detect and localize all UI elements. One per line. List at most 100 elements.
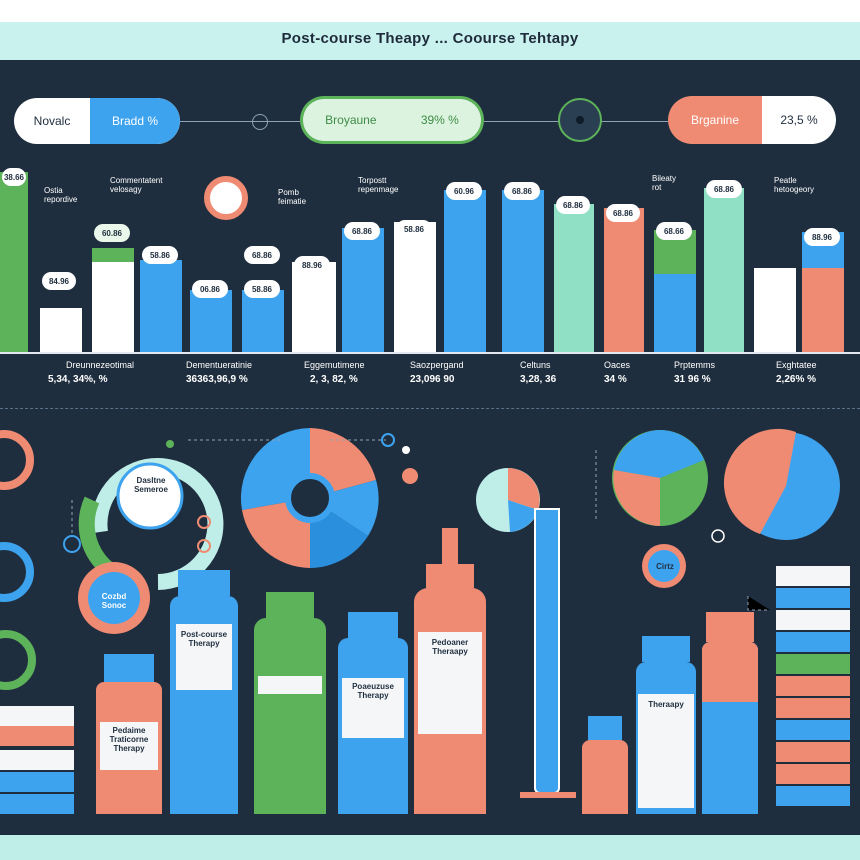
bottle-label: Post-course Therapy [176,624,232,690]
stat-name: Celtuns [520,360,551,370]
stat-name: Prptemms [674,360,716,370]
stat-value: 34 % [604,374,627,385]
stat-value: 23,096 90 [410,374,455,385]
bar [92,248,134,352]
bar-value-tag: 68.66 [656,222,692,240]
pill-right-value: Bradd % [90,98,180,144]
bottle: Theraapy [636,636,696,814]
bar [554,204,594,352]
bar [654,230,696,352]
pill-right-value: 39% % [420,113,459,127]
stat-name: Dementueratinie [186,360,253,370]
bottle-label: Pedaime Traticorne Therapy [100,722,158,770]
pill-left-label: Novalc [33,114,71,128]
bar [342,228,384,352]
bar-value-tag: 60.96 [446,182,482,200]
bar-caption: Pomb feimatie [278,188,307,206]
bar-caption: Peatle hetoogeory [774,176,815,194]
bar-value-tag: 58.86 [142,246,178,264]
bar-value-tag: 06.86 [192,280,228,298]
ring-icon [0,630,36,690]
pill-left-label: Brganine [668,96,762,144]
target-node-icon [558,98,602,142]
bar-caption: Ostia repordive [44,186,78,204]
bar [140,260,182,352]
bottle: Pedoaner Theraapy [414,528,486,814]
bar [704,188,744,352]
bar-chart [0,160,860,352]
stacked-boxes [776,566,850,814]
bar-value-tag: 38.66 [2,168,26,186]
bottle-label: Poaeuzuse Therapy [342,678,404,738]
bar-value-tag: 68.86 [504,182,540,200]
lower-graphics [0,428,840,690]
pill-broyaune[interactable]: Broyaune 39% % [300,96,484,144]
stat-value: 31 96 % [674,374,711,385]
bar [802,232,844,352]
bar [40,308,82,352]
bar-value-tag: 68.86 [706,180,742,198]
bottle: Poaeuzuse Therapy [338,612,408,814]
bar-value-tag: 88.96 [294,256,330,274]
bar-caption: Bileaty rot [652,174,677,192]
chart-baseline [0,352,860,354]
bar-value-tag: 68.86 [606,204,640,222]
bottle [702,612,758,814]
bottle [254,592,326,814]
circle-badge-label: Cirtz [656,562,674,571]
stacked-boxes [0,706,74,814]
header-band [0,22,860,62]
bottle-label: Pedoaner Theraapy [418,632,482,734]
pill-brganine[interactable]: Brganine 23,5 % [668,96,836,144]
page-title: Post-course Theapy ... Coourse Tehtapy [281,30,579,47]
bar [394,222,436,352]
bar-caption: Commentatent velosagy [110,176,163,194]
bar [754,268,796,352]
section-divider [0,408,860,409]
bar [444,190,486,352]
arrow-node-icon [252,114,268,130]
bottle-label: Theraapy [638,694,694,808]
pill-novalc[interactable]: Novalc Bradd % [14,98,180,144]
bar-value-tag: 68.86 [244,246,280,264]
pill-left-label: Broyaune [325,113,377,127]
ring-icon [0,430,34,490]
bottle: Pedaime Traticorne Therapy [96,654,162,814]
gauge-center [116,462,184,530]
stat-name: Exghtatee [776,360,817,370]
test-tube [520,508,576,804]
bar-value-tag: 60.86 [94,224,130,242]
bar-value-tag: 58.86 [244,280,280,298]
bar-caption: Torpostt repenmage [358,176,399,194]
stat-value: 2, 3, 82, % [310,374,358,385]
circle-badge-label: Cozbd Sonoc [101,592,127,610]
bar [604,208,644,352]
radial-pie [240,428,379,568]
stat-name: Oaces [604,360,631,370]
bottle: Post-course Therapy [170,570,238,814]
gauge-arc [91,458,224,590]
donut-badge-icon [204,176,248,220]
bar-value-tag: 88.96 [804,228,840,246]
bar-value-tag: 58.86 [396,220,432,238]
connector-line [180,121,300,122]
pill-right-value: 23,5 % [762,96,836,144]
bar [292,262,336,352]
bottle [582,716,628,814]
footer-band [0,835,860,860]
stat-value: 3,28, 36 [520,374,557,385]
bar [242,290,284,352]
bar-value-tag: 84.96 [42,272,76,290]
bar [0,172,28,352]
gauge-badge-label: Dasltne Semeroe [134,476,168,494]
bar-value-tag: 68.86 [556,196,590,214]
bar [190,290,232,352]
stat-name: Saozpergand [410,360,464,370]
stat-value: 2,26% % [776,374,817,385]
stat-value: 36363,96,9 % [186,374,248,385]
bar-value-tag: 68.86 [344,222,380,240]
stat-name: Dreunnezeotimal [66,360,135,370]
stat-value: 5,34, 34%, % [48,374,108,385]
bar [502,190,544,352]
